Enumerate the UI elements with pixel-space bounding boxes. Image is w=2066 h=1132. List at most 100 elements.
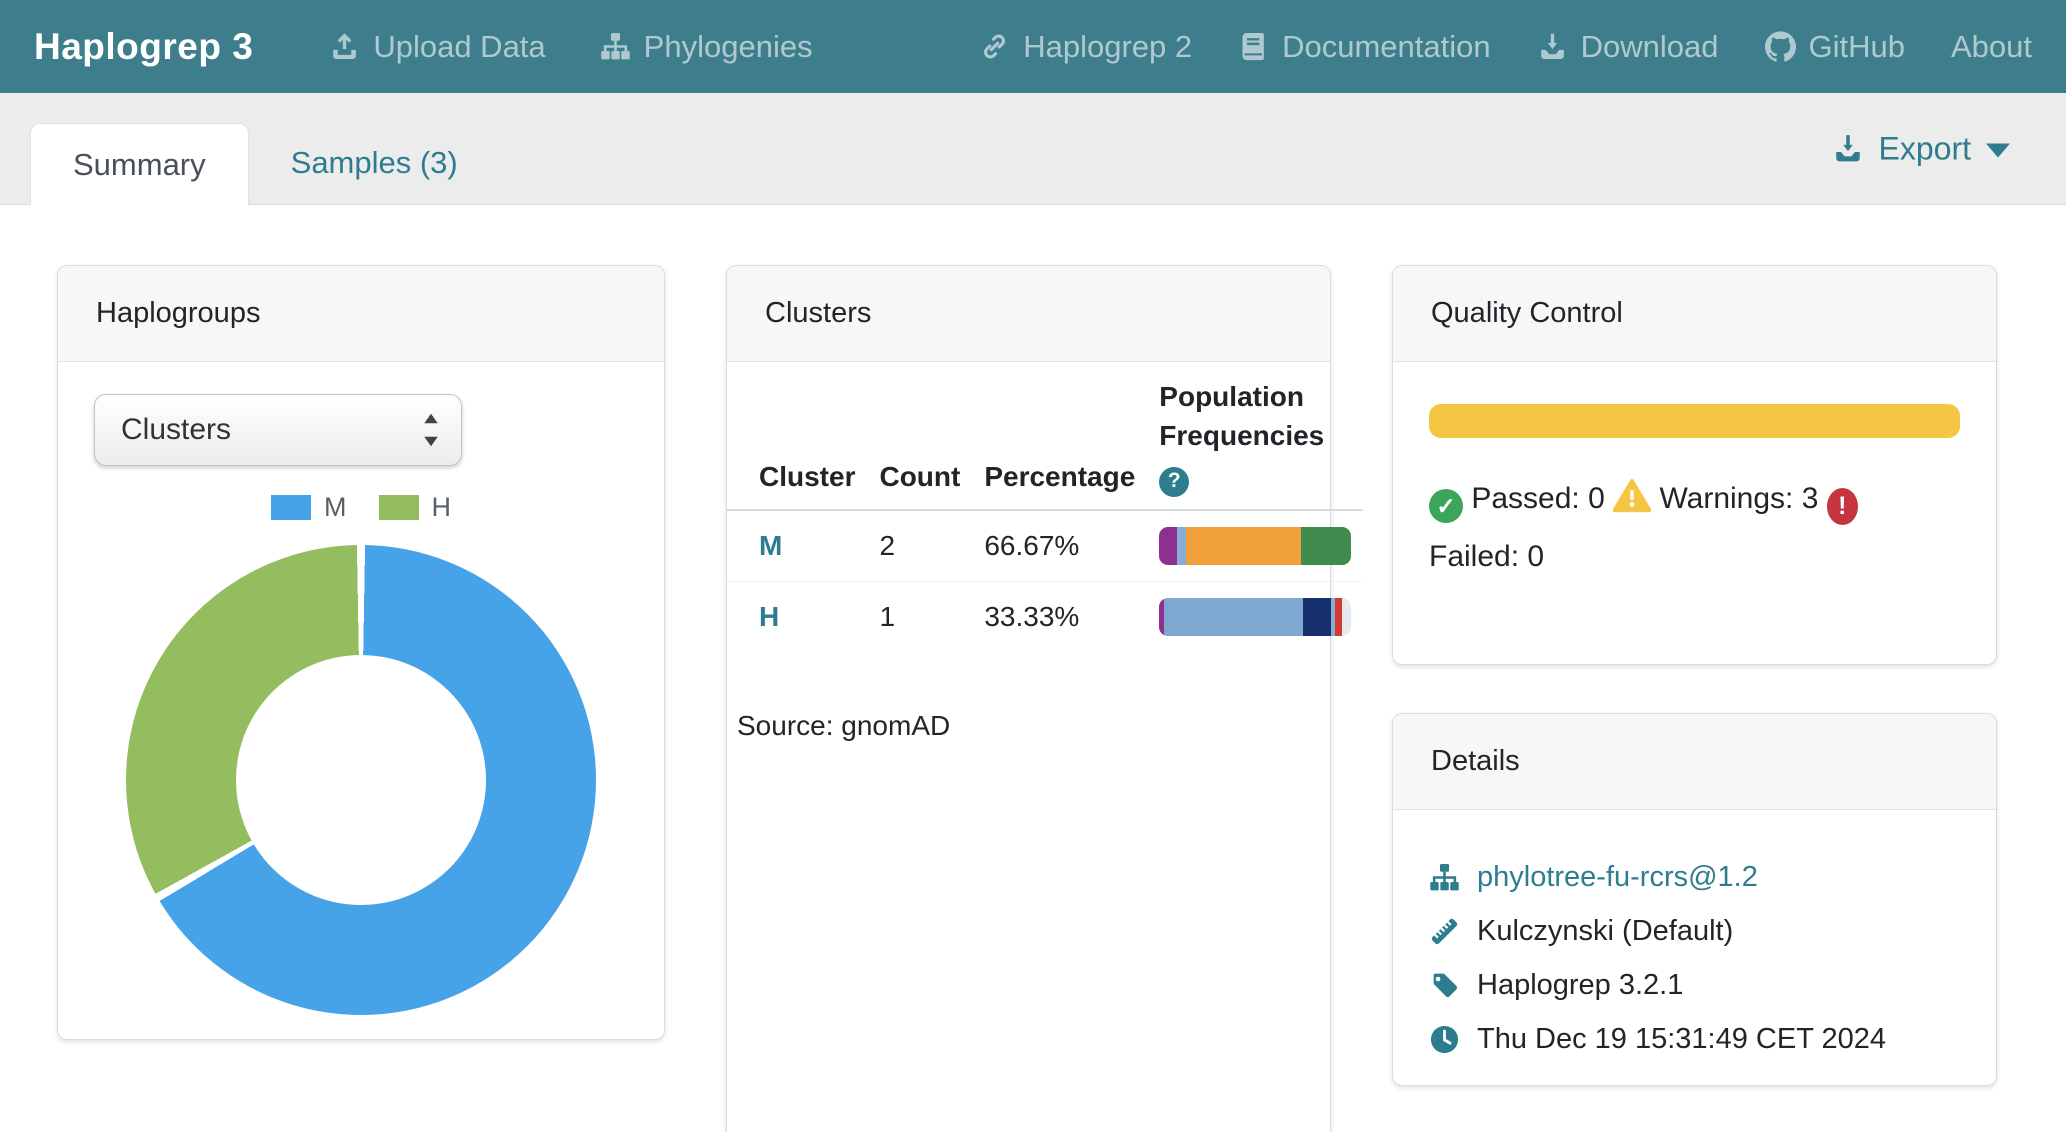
legend-item-h[interactable]: H [378,492,452,523]
nav-upload-data[interactable]: Upload Data [329,28,546,65]
tab-bar: Summary Samples (3) Export [0,93,2066,205]
frequency-source-label: Source: gnomAD [737,709,951,741]
qc-warnings-count: Warnings: 3 [1659,482,1819,515]
nav-label: GitHub [1808,28,1905,64]
nav-label: Download [1580,28,1719,64]
version-label: Haplogrep 3.2.1 [1477,968,1684,1001]
nav-label: Phylogenies [643,28,813,64]
card-title: Details [1431,745,1520,777]
cluster-percentage: 33.33% [972,580,1148,652]
card-title: Haplogroups [96,297,261,329]
ruler-icon [1431,918,1458,944]
haplogroups-card: Haplogroups Clusters M H [57,265,665,1040]
tab-samples[interactable]: Samples (3) [249,122,500,204]
table-row: M 2 66.67% [727,509,1364,582]
distance-metric-item: Kulczynski (Default) [1429,904,1960,958]
legend-item-m[interactable]: M [271,492,347,523]
clusters-card-body: Cluster Count Percentage Population Freq… [727,362,1364,742]
download-icon [1540,33,1564,60]
phylotree-link[interactable]: phylotree-fu-rcrs@1.2 [1429,850,1960,904]
select-value: Clusters [121,413,232,446]
population-frequency-bar [1159,597,1352,636]
nav-label: Documentation [1282,28,1491,64]
clusters-table-header-row: Cluster Count Percentage Population Freq… [727,362,1364,511]
phylotree-label: phylotree-fu-rcrs@1.2 [1477,860,1758,893]
haplogroups-donut-chart [126,545,596,1015]
nav-download[interactable]: Download [1537,29,1719,65]
nav-github[interactable]: GitHub [1764,28,1905,65]
cluster-count: 2 [867,509,973,582]
cluster-link-h[interactable]: H [727,580,868,652]
clusters-card-header: Clusters [727,266,1330,362]
question-circle-icon[interactable]: ? [1159,466,1190,497]
link-icon [984,34,1006,59]
clock-icon [1430,1025,1459,1053]
timestamp-item: Thu Dec 19 15:31:49 CET 2024 [1429,1012,1960,1066]
nav-haplogrep2[interactable]: Haplogrep 2 [979,29,1192,65]
population-frequency-bar [1159,526,1352,565]
export-label: Export [1878,130,1971,166]
version-item: Haplogrep 3.2.1 [1429,958,1960,1012]
github-icon [1764,31,1796,62]
download-icon [1835,135,1860,162]
haplogroup-view-select[interactable]: Clusters [94,394,462,466]
quality-control-card: Quality Control ✓ Passed: 0 Warnings: 3 … [1392,265,1997,665]
nav-documentation[interactable]: Documentation [1238,29,1491,65]
cluster-percentage: 66.67% [972,509,1148,582]
col-header-cluster: Cluster [727,362,868,511]
tab-label: Samples (3) [290,145,458,180]
col-header-percentage: Percentage [972,362,1148,511]
qc-failed-count: Failed: 0 [1429,540,1545,573]
nav-about[interactable]: About [1951,29,2032,65]
upload-icon [333,33,357,60]
sitemap-icon [1430,863,1459,890]
nav-label: Upload Data [373,28,546,64]
check-circle-icon: ✓ [1429,489,1463,523]
timestamp-label: Thu Dec 19 15:31:49 CET 2024 [1477,1022,1886,1055]
select-arrows-icon [424,413,438,447]
tab-label: Summary [73,146,206,182]
sitemap-icon [600,32,630,60]
col-header-count: Count [867,362,973,511]
legend-swatch-h [378,495,419,520]
navbar-left-links: Upload Data Phylogenies [329,28,813,65]
error-circle-icon: ! [1826,487,1858,525]
haplogroups-card-body: Clusters M H [58,362,664,1015]
tag-icon [1432,973,1458,997]
legend-label: M [324,492,347,522]
distance-metric-label: Kulczynski (Default) [1477,914,1734,947]
summary-content: Haplogroups Clusters M H [0,205,2066,1132]
warning-triangle-icon [1613,477,1652,515]
clusters-card: Clusters Cluster Count Percentage Popula… [726,265,1364,1132]
nav-label: Haplogrep 2 [1023,28,1193,64]
clusters-table: Cluster Count Percentage Population Freq… [727,362,1364,652]
qc-progress-bar [1429,404,1960,438]
card-title: Quality Control [1431,297,1623,329]
quality-control-card-header: Quality Control [1393,266,1996,362]
donut-legend: M H [94,492,628,523]
cluster-count: 1 [867,580,973,652]
qc-stats: ✓ Passed: 0 Warnings: 3 ! Failed: 0 [1429,470,1960,586]
legend-label: H [431,492,452,522]
navbar: Haplogrep 3 Upload Data Phylogenies Hapl… [0,0,2066,93]
navbar-right-links: Haplogrep 2 Documentation Download GitHu… [979,29,2032,65]
col-header-population-frequencies: Population Frequencies ? [1147,362,1364,511]
table-row: H 1 33.33% [727,580,1364,652]
legend-swatch-m [271,495,311,520]
nav-phylogenies[interactable]: Phylogenies [600,29,813,65]
details-card: Details phylotree-fu-rcrs@1.2 Kulczynski… [1392,713,1997,1086]
qc-progress-fill [1429,404,1960,438]
nav-label: About [1950,28,2032,64]
tab-summary[interactable]: Summary [30,123,249,205]
export-button[interactable]: Export [1832,130,2010,167]
right-column: Quality Control ✓ Passed: 0 Warnings: 3 … [1392,265,1997,1086]
qc-passed-count: Passed: 0 [1471,482,1605,515]
card-title: Clusters [765,297,872,329]
chevron-down-icon [1986,143,2010,158]
haplogroups-card-header: Haplogroups [58,266,664,362]
app-brand[interactable]: Haplogrep 3 [34,25,254,67]
details-body: phylotree-fu-rcrs@1.2 Kulczynski (Defaul… [1393,810,1996,1066]
cluster-link-m[interactable]: M [727,509,868,582]
quality-control-body: ✓ Passed: 0 Warnings: 3 ! Failed: 0 [1393,362,1996,586]
